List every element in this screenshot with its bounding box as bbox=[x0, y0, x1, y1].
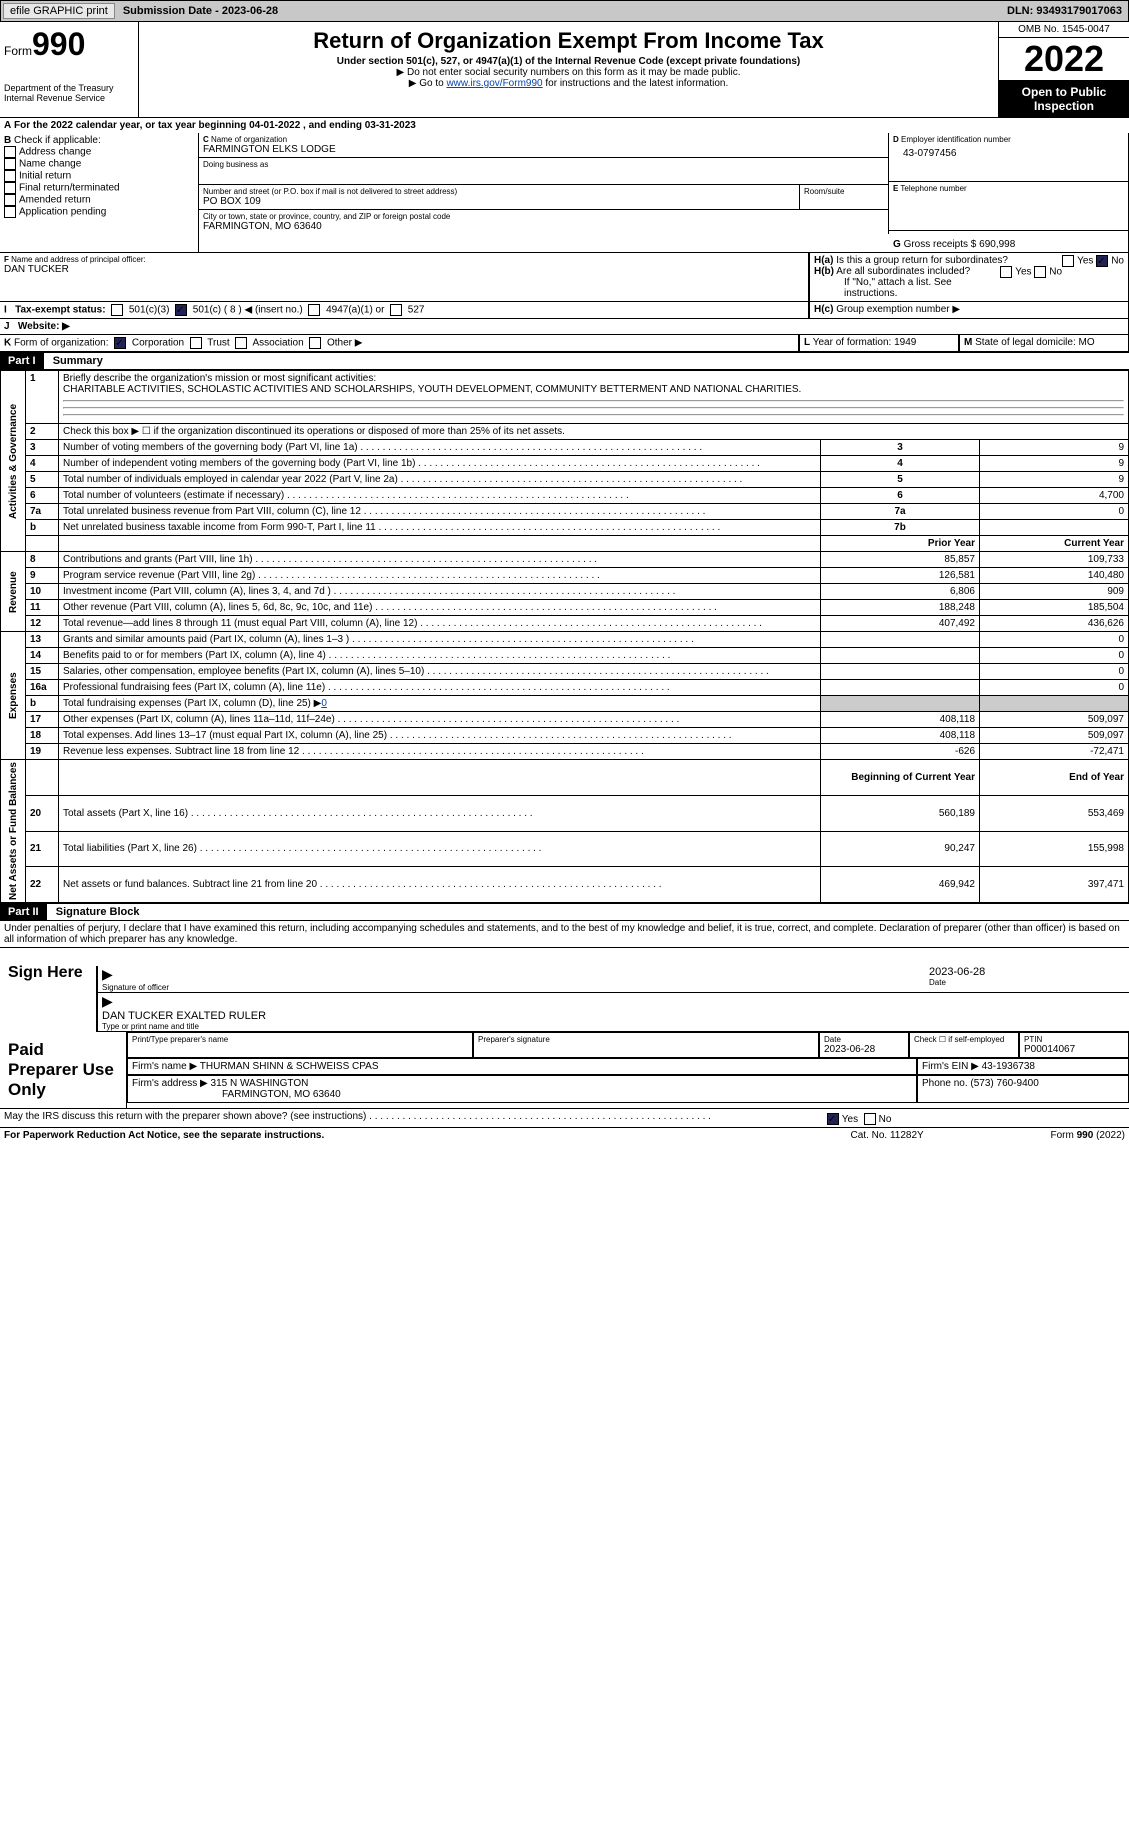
check-icon: ✓ bbox=[827, 1113, 839, 1125]
officer-name: DAN TUCKER EXALTED RULER bbox=[102, 1010, 1129, 1022]
city-state-zip: FARMINGTON, MO 63640 bbox=[203, 221, 884, 232]
fundraising-link[interactable]: 0 bbox=[321, 698, 327, 709]
subtitle2: ▶ Do not enter social security numbers o… bbox=[143, 67, 994, 78]
section-c: C Name of organization FARMINGTON ELKS L… bbox=[199, 133, 889, 252]
street-address: PO BOX 109 bbox=[203, 196, 795, 207]
vtab-na: Net Assets or Fund Balances bbox=[1, 760, 26, 903]
cb-address[interactable]: Address change bbox=[4, 146, 194, 158]
omb: OMB No. 1545-0047 bbox=[999, 22, 1129, 38]
check-icon: ✓ bbox=[114, 337, 126, 349]
subtitle3: ▶ Go to www.irs.gov/Form990 for instruct… bbox=[143, 78, 994, 89]
right-block: D Employer identification number 43-0797… bbox=[889, 133, 1129, 252]
open-inspection: Open to Public Inspection bbox=[999, 81, 1129, 117]
efile-print-button[interactable]: efile GRAPHIC print bbox=[3, 3, 115, 19]
line-a: A For the 2022 calendar year, or tax yea… bbox=[0, 118, 1129, 133]
cb-amended[interactable]: Amended return bbox=[4, 194, 194, 206]
declaration: Under penalties of perjury, I declare th… bbox=[0, 921, 1129, 948]
subtitle1: Under section 501(c), 527, or 4947(a)(1)… bbox=[143, 56, 994, 67]
cb-name[interactable]: Name change bbox=[4, 158, 194, 170]
form-title: Return of Organization Exempt From Incom… bbox=[143, 28, 994, 54]
form-header: Form990 Department of the Treasury Inter… bbox=[0, 22, 1129, 118]
summary-table: Activities & Governance 1 Briefly descri… bbox=[0, 370, 1129, 903]
org-name: FARMINGTON ELKS LODGE bbox=[203, 144, 884, 155]
principal-officer: DAN TUCKER bbox=[4, 264, 804, 275]
part1-header: Part I Summary bbox=[0, 352, 1129, 370]
form-number: Form990 bbox=[4, 26, 134, 63]
tax-year: 2022 bbox=[999, 38, 1129, 81]
cb-final[interactable]: Final return/terminated bbox=[4, 182, 194, 194]
vtab-ag: Activities & Governance bbox=[1, 371, 26, 552]
mission: CHARITABLE ACTIVITIES, SCHOLASTIC ACTIVI… bbox=[63, 384, 801, 395]
submission-date: Submission Date - 2023-06-28 bbox=[123, 5, 278, 17]
paid-preparer-block: Paid Preparer Use Only Print/Type prepar… bbox=[0, 1032, 1129, 1108]
firm-name: THURMAN SHINN & SCHWEISS CPAS bbox=[200, 1061, 379, 1072]
vtab-exp: Expenses bbox=[1, 632, 26, 760]
dept: Department of the Treasury bbox=[4, 83, 134, 93]
arrow-icon: ▶ bbox=[102, 993, 113, 1009]
discuss-line: May the IRS discuss this return with the… bbox=[0, 1108, 1129, 1127]
check-icon: ✓ bbox=[175, 304, 187, 316]
top-toolbar: efile GRAPHIC print Submission Date - 20… bbox=[0, 0, 1129, 22]
irs: Internal Revenue Service bbox=[4, 93, 134, 103]
arrow-icon: ▶ bbox=[102, 966, 113, 982]
check-icon: ✓ bbox=[1096, 255, 1108, 267]
part2-header: Part II Signature Block bbox=[0, 903, 1129, 921]
sign-here-block: Sign Here ▶Signature of officer 2023-06-… bbox=[0, 948, 1129, 1032]
footer: For Paperwork Reduction Act Notice, see … bbox=[0, 1127, 1129, 1143]
cb-pending[interactable]: Application pending bbox=[4, 206, 194, 218]
gross-receipts: 690,998 bbox=[979, 239, 1015, 250]
cb-initial[interactable]: Initial return bbox=[4, 170, 194, 182]
ein: 43-0797456 bbox=[893, 144, 1124, 163]
vtab-rev: Revenue bbox=[1, 552, 26, 632]
dln: DLN: 93493179017063 bbox=[1007, 5, 1126, 17]
instructions-link[interactable]: www.irs.gov/Form990 bbox=[446, 78, 542, 89]
section-b: B Check if applicable: Address change Na… bbox=[0, 133, 199, 252]
